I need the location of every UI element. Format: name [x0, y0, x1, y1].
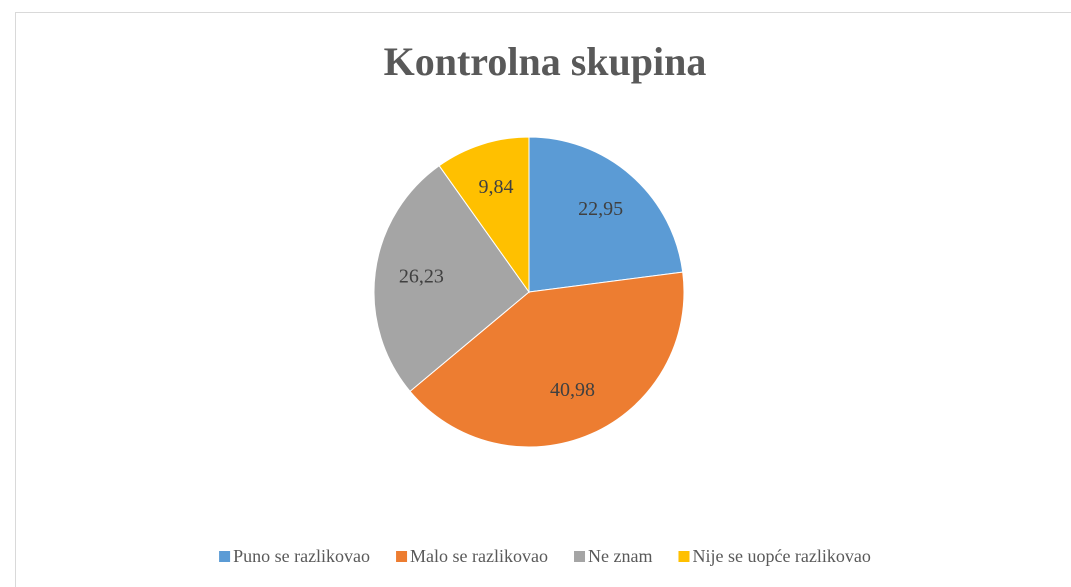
legend-label: Malo se razlikovao: [410, 546, 548, 566]
legend-label: Nije se uopće razlikovao: [692, 546, 870, 566]
data-label: 26,23: [399, 266, 444, 288]
pie-slice: [409, 271, 685, 448]
data-label: 9,84: [478, 176, 513, 198]
legend-swatch: [219, 551, 231, 562]
legend-swatch: [574, 551, 586, 562]
data-label: 22,95: [578, 198, 623, 220]
pie-slice: [373, 164, 530, 393]
legend-swatch: [678, 551, 690, 562]
chart-title: Kontrolna skupina: [384, 39, 707, 84]
legend-label: Ne znam: [588, 546, 652, 566]
legend-label: Puno se razlikovao: [233, 546, 370, 566]
pie-slice: [528, 136, 684, 293]
data-label: 40,98: [550, 379, 595, 401]
pie-slice: [438, 136, 530, 294]
legend-swatch: [396, 551, 408, 562]
